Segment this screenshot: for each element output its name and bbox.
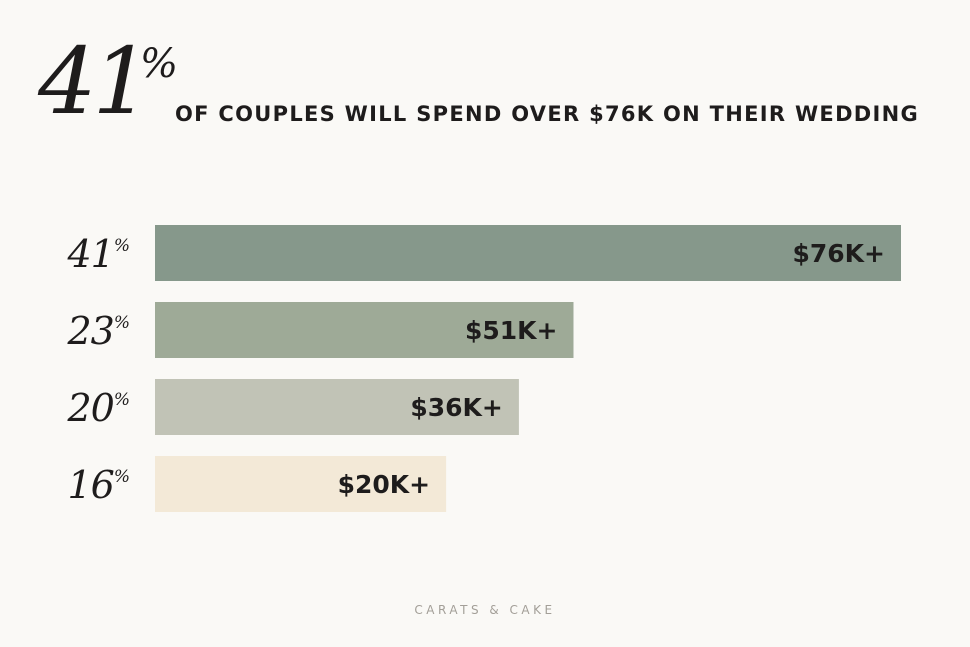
headline-percent-sign: % xyxy=(140,41,179,87)
bar-category-label-4: $20K+ xyxy=(338,470,431,499)
bar-category-label-3: $36K+ xyxy=(410,393,503,422)
bar-value-label-2: 23% xyxy=(66,309,130,353)
bar-category-label-1: $76K+ xyxy=(792,239,885,268)
bar-1 xyxy=(155,225,901,281)
bar-value-label-4: 16% xyxy=(67,463,130,507)
bar-2 xyxy=(155,302,574,358)
bar-value-label-3: 20% xyxy=(66,386,130,430)
bar-3 xyxy=(155,379,519,435)
brand-logo-text: CARATS & CAKE xyxy=(414,603,556,617)
headline-number: 41 xyxy=(38,28,151,135)
headline-text: OF COUPLES WILL SPEND OVER $76K ON THEIR… xyxy=(175,102,920,126)
bar-4 xyxy=(155,456,447,512)
bar-category-label-2: $51K+ xyxy=(465,316,558,345)
bar-value-label-1: 41% xyxy=(66,232,130,276)
